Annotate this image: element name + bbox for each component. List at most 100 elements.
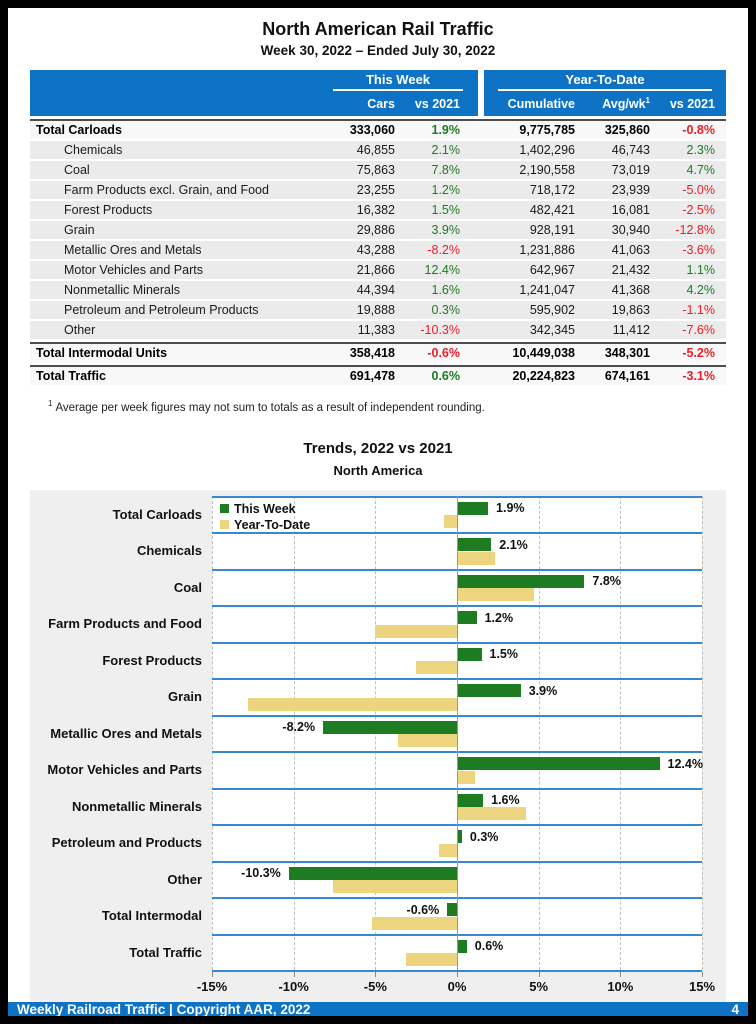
table-cell-week-vs-2021: 1.6% bbox=[431, 283, 461, 297]
chart-category-label: Grain bbox=[168, 689, 202, 705]
chart-category-label: Metallic Ores and Metals bbox=[50, 725, 202, 741]
table-cell-week-vs-2021: 12.4% bbox=[424, 263, 460, 277]
this-week-bar bbox=[457, 757, 660, 771]
bar-value-label: -10.3% bbox=[241, 866, 281, 881]
bar-value-label: 7.8% bbox=[592, 574, 621, 589]
legend-item-this-week: This Week bbox=[220, 501, 310, 517]
page-title: North American Rail Traffic bbox=[262, 19, 494, 39]
table-cell-cumulative: 482,421 bbox=[529, 203, 575, 217]
axis-tick-mark bbox=[538, 972, 540, 978]
chart-category-label: Total Carloads bbox=[112, 506, 202, 522]
table-row: Metallic Ores and Metals 43,288 -8.2% 1,231… bbox=[30, 241, 726, 259]
this-week-swatch-icon bbox=[220, 504, 229, 514]
table-row: Total Intermodal Units 358,418 -0.6% 10,449… bbox=[30, 342, 726, 362]
table-cell-week-vs-2021: 1.2% bbox=[431, 183, 461, 197]
gridline bbox=[212, 495, 213, 971]
group-header-this-week: This Week bbox=[333, 72, 463, 91]
legend-label-year-to-date: Year-To-Date bbox=[234, 517, 311, 532]
table-cell-week-vs-2021: 0.3% bbox=[431, 303, 461, 317]
footer-bar: Weekly Railroad Traffic | Copyright AAR,… bbox=[8, 1002, 748, 1018]
axis-tick-label: 15% bbox=[688, 979, 716, 995]
table-cell-avg-wk: 73,019 bbox=[611, 163, 650, 177]
table-row: Forest Products 16,382 1.5% 482,421 16,081 -2… bbox=[30, 201, 726, 219]
footnote-text: Average per week figures may not sum to … bbox=[55, 401, 485, 414]
table-cell-label: Petroleum and Petroleum Products bbox=[64, 303, 259, 317]
bar-value-label: 2.1% bbox=[499, 537, 528, 552]
chart-legend: This Week Year-To-Date bbox=[220, 501, 310, 533]
table-row: Motor Vehicles and Parts 21,866 12.4% 642,9… bbox=[30, 261, 726, 279]
year-to-date-bar bbox=[398, 734, 457, 748]
legend-item-year-to-date: Year-To-Date bbox=[220, 517, 310, 533]
table-cell-ytd-vs-2021: -2.5% bbox=[682, 203, 715, 217]
this-week-bar bbox=[457, 684, 521, 698]
table-cell-label: Other bbox=[64, 323, 96, 337]
column-header-ytd-vs-2021: vs 2021 bbox=[669, 97, 715, 111]
table-cell-cumulative: 928,191 bbox=[529, 223, 575, 237]
bar-value-label: 0.6% bbox=[474, 939, 504, 954]
table-cell-week-vs-2021: 3.9% bbox=[431, 223, 461, 237]
table-cell-cars: 691,478 bbox=[349, 369, 395, 383]
table-cell-cumulative: 718,172 bbox=[529, 183, 575, 197]
gridline bbox=[293, 495, 295, 971]
table-cell-week-vs-2021: 1.5% bbox=[431, 203, 461, 217]
axis-tick-label: -10% bbox=[278, 979, 309, 995]
year-to-date-bar bbox=[457, 551, 495, 565]
axis-tick-label: -15% bbox=[196, 979, 228, 995]
this-week-bar bbox=[447, 903, 457, 917]
year-to-date-bar bbox=[406, 953, 457, 967]
axis-tick-label: 5% bbox=[529, 979, 549, 995]
header-divider bbox=[478, 70, 484, 116]
table-cell-avg-wk: 19,863 bbox=[611, 303, 650, 317]
this-week-bar bbox=[323, 720, 457, 734]
chart-category-label: Coal bbox=[173, 579, 202, 595]
chart-category-label: Total Intermodal bbox=[101, 908, 202, 924]
column-header-cars: Cars bbox=[367, 97, 395, 111]
legend-label-this-week: This Week bbox=[234, 501, 296, 516]
this-week-bar bbox=[457, 538, 492, 552]
table-row: Chemicals 46,855 2.1% 1,402,296 46,743 2.3% bbox=[30, 141, 726, 159]
table-cell-week-vs-2021: 1.9% bbox=[431, 123, 461, 137]
table-cell-ytd-vs-2021: 1.1% bbox=[686, 263, 716, 277]
table-cell-cars: 358,418 bbox=[349, 346, 395, 360]
table-cell-label: Chemicals bbox=[64, 143, 123, 157]
gridline bbox=[538, 495, 540, 971]
chart-title: Trends, 2022 vs 2021 bbox=[303, 439, 453, 457]
table-row: Farm Products excl. Grain, and Food 23,25… bbox=[30, 181, 726, 199]
group-header-row: Year-To-Date bbox=[484, 70, 726, 92]
table-cell-cumulative: 9,775,785 bbox=[519, 123, 575, 137]
table-cell-week-vs-2021: 0.6% bbox=[431, 369, 461, 383]
year-to-date-bar bbox=[457, 807, 526, 821]
chart-category-label: Petroleum and Products bbox=[51, 835, 202, 851]
this-week-bar bbox=[457, 611, 477, 625]
chart-x-axis: -15% -10% -5% 0% 5% 10% 15% bbox=[197, 972, 715, 998]
bar-value-label: -8.2% bbox=[282, 720, 316, 735]
table-cell-label: Coal bbox=[64, 163, 90, 177]
table-cell-ytd-vs-2021: 4.7% bbox=[686, 163, 716, 177]
chart-plot-area-wrap: This Week Year-To-Date 1.9% 2.1% 7.8% 1.2% 1… bbox=[197, 495, 715, 999]
group-header-row: This Week bbox=[30, 70, 478, 92]
table-cell-cars: 19,888 bbox=[356, 303, 395, 317]
table-cell-cumulative: 2,190,558 bbox=[519, 163, 575, 177]
table-header-ytd-block: Year-To-Date Cumulative Avg/wk1 vs 2021 bbox=[484, 70, 726, 116]
table-cell-label: Forest Products bbox=[64, 203, 153, 217]
table-cell-label: Motor Vehicles and Parts bbox=[64, 263, 203, 277]
table-cell-cumulative: 10,449,038 bbox=[512, 346, 575, 360]
chart-category-label: Forest Products bbox=[102, 652, 202, 668]
axis-tick-label: 10% bbox=[607, 979, 634, 995]
table-cell-avg-wk: 325,860 bbox=[604, 123, 650, 137]
chart-category-label: Chemicals bbox=[136, 543, 202, 559]
bar-value-label: 1.6% bbox=[491, 793, 520, 808]
axis-tick-mark bbox=[212, 972, 213, 978]
footer-text: Weekly Railroad Traffic | Copyright AAR,… bbox=[17, 1002, 311, 1018]
table-cell-cars: 16,382 bbox=[356, 203, 395, 217]
table-cell-label: Grain bbox=[64, 223, 95, 237]
table-cell-cars: 44,394 bbox=[356, 283, 395, 297]
column-header-row-left: Cars vs 2021 bbox=[30, 92, 478, 116]
table-row: Nonmetallic Minerals 44,394 1.6% 1,241,047 4… bbox=[30, 281, 726, 299]
table-cell-label: Nonmetallic Minerals bbox=[64, 283, 181, 297]
year-to-date-bar bbox=[372, 916, 457, 930]
year-to-date-bar bbox=[443, 515, 457, 529]
this-week-bar bbox=[457, 939, 467, 953]
axis-tick-label: -5% bbox=[363, 979, 387, 995]
table-cell-label: Metallic Ores and Metals bbox=[64, 243, 202, 257]
